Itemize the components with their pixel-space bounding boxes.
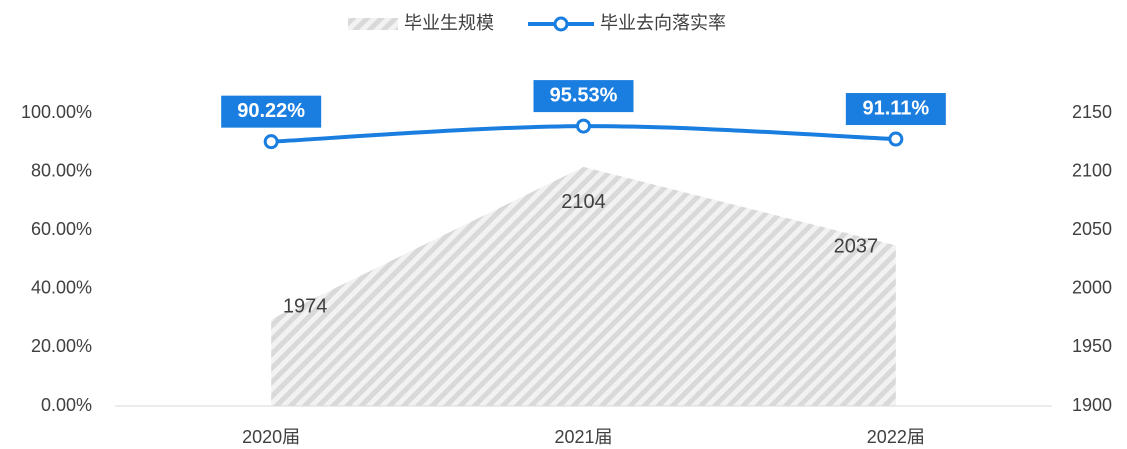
marker [263, 134, 279, 150]
y2-tick-label: 2100 [1072, 160, 1112, 180]
data-label-box [845, 93, 946, 126]
marker [576, 118, 591, 134]
data-label: 91.11% [862, 97, 929, 119]
x-tick-label: 2021届 [554, 427, 612, 447]
y2-tick-label: 2050 [1072, 219, 1112, 239]
area [271, 166, 896, 406]
data-label: 2037 [834, 236, 879, 258]
data-label: 90.22% [237, 100, 305, 122]
y-tick-label: 80.00% [31, 160, 92, 180]
x-tick-label: 2020届 [242, 427, 300, 447]
y-tick-label: 60.00% [31, 219, 92, 239]
y2-tick-label: 1950 [1072, 336, 1112, 356]
legend-label: 毕业生规模 [404, 13, 494, 33]
data-label: 95.53% [550, 84, 618, 106]
y2-tick-label: 2000 [1072, 278, 1112, 298]
y-tick-label: 0.00% [41, 395, 92, 415]
y-tick-label: 100.00% [21, 102, 92, 122]
legend-swatch [553, 16, 569, 32]
y-tick-label: 20.00% [31, 336, 92, 356]
data-label-box [533, 80, 634, 113]
legend-label: 毕业去向落实率 [600, 13, 726, 33]
y2-tick-label: 1900 [1072, 395, 1112, 415]
data-label: 2104 [561, 191, 606, 213]
marker [888, 131, 904, 147]
y-tick-label: 40.00% [31, 278, 92, 298]
y2-tick-label: 2150 [1072, 102, 1112, 122]
data-label: 1974 [283, 296, 328, 318]
data-label-box [221, 95, 322, 128]
legend-swatch [348, 18, 398, 30]
x-tick-label: 2022届 [867, 427, 925, 447]
